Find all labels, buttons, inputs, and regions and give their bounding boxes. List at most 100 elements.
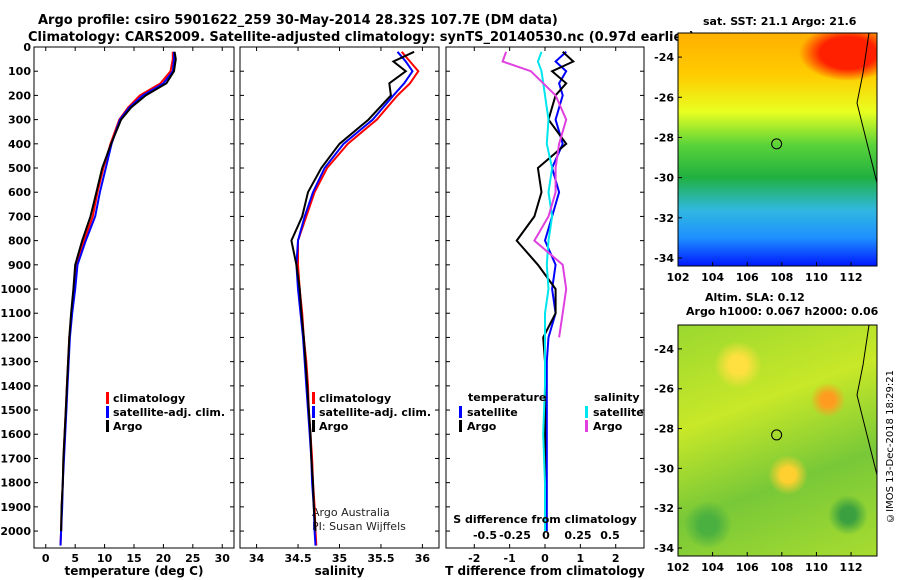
- y-tick-label: 400: [8, 138, 31, 151]
- legend-label: climatology: [113, 392, 185, 405]
- series-satellite-adj-clim-: [295, 51, 414, 546]
- y-tick-label: 1800: [0, 477, 31, 490]
- top-axis-label: S difference from climatology: [453, 513, 637, 526]
- legend-swatch: [312, 392, 315, 404]
- map-y-tick-label: -28: [654, 131, 674, 144]
- legend-label: climatology: [319, 392, 391, 405]
- argo-position-marker: [771, 429, 783, 441]
- y-tick-label: 100: [8, 65, 31, 78]
- x-tick-label: 20: [156, 552, 172, 565]
- plot-frame-salinity: [239, 46, 440, 549]
- sla-map-image: [678, 325, 877, 556]
- legend-swatch: [585, 406, 588, 418]
- series-t-argo: [515, 51, 576, 532]
- x-tick-label: 15: [126, 552, 141, 565]
- sst-map-image: [678, 33, 877, 266]
- map-x-tick-label: 102: [667, 271, 690, 284]
- map-x-tick-label: 112: [840, 561, 863, 574]
- legend-label: Argo: [113, 420, 143, 433]
- map-frame-sst-map: [677, 32, 878, 267]
- coastline: [856, 32, 878, 184]
- y-tick-label: 1100: [0, 307, 31, 320]
- map-x-tick-label: 108: [770, 561, 793, 574]
- map-x-tick-label: 106: [736, 271, 759, 284]
- y-tick-label: 1500: [0, 404, 31, 417]
- y-tick-label: 1300: [0, 356, 31, 369]
- y-tick-label: 1200: [0, 331, 31, 344]
- y-tick-label: 900: [8, 259, 31, 272]
- argo-credit: Argo Australia PI: Susan Wijffels: [312, 506, 406, 534]
- map-y-tick-label: -32: [654, 212, 674, 225]
- legend-label: satellite: [467, 406, 518, 419]
- y-tick-label: 700: [8, 210, 31, 223]
- sla-title-line-1: Altim. SLA: 0.12: [705, 291, 805, 304]
- legend-swatch: [106, 392, 109, 404]
- y-tick-label: 500: [8, 162, 31, 175]
- map-y-tick-label: -34: [654, 252, 674, 265]
- map-x-tick-label: 110: [805, 561, 828, 574]
- top-axis-tick-label: -0.5: [473, 529, 497, 542]
- series-t-satellite: [543, 51, 568, 532]
- x-tick-label: 0: [42, 552, 50, 565]
- x-tick-label: -2: [468, 552, 480, 565]
- legend-swatch: [459, 420, 462, 432]
- y-tick-label: 1700: [0, 452, 31, 465]
- x-tick-label: 34: [249, 552, 265, 565]
- series-argo: [60, 51, 177, 532]
- top-axis-tick-label: 0.25: [564, 529, 591, 542]
- title-line-1: Argo profile: csiro 5901622_259 30-May-2…: [38, 13, 558, 28]
- series-argo: [290, 50, 415, 532]
- map-y-tick-label: -34: [654, 542, 674, 555]
- x-tick-label: 34.5: [284, 552, 311, 565]
- coastline: [856, 324, 878, 476]
- sla-title-line-2: Argo h1000: 0.067 h2000: 0.06: [686, 305, 879, 318]
- argo-credit-line-2: PI: Susan Wijffels: [312, 520, 406, 533]
- y-tick-label: 300: [8, 114, 31, 127]
- x-tick-label: 2: [612, 552, 620, 565]
- x-axis-label: salinity: [315, 564, 365, 578]
- map-x-tick-label: 104: [701, 561, 724, 574]
- legend-swatch: [106, 420, 109, 432]
- series-climatology: [297, 51, 420, 546]
- x-tick-label: 1: [577, 552, 585, 565]
- legend-label: satellite: [593, 406, 644, 419]
- series-s-satellite: [536, 51, 554, 532]
- map-y-tick-label: -30: [654, 172, 674, 185]
- y-tick-label: 2000: [0, 525, 31, 538]
- map-y-tick-label: -30: [654, 462, 674, 475]
- map-y-tick-label: -26: [654, 91, 674, 104]
- x-tick-label: 36: [415, 552, 431, 565]
- legend-swatch: [312, 406, 315, 418]
- map-y-tick-label: -28: [654, 423, 674, 436]
- x-axis-label: T difference from climatology: [445, 564, 645, 578]
- map-y-tick-label: -32: [654, 502, 674, 515]
- legend-swatch: [459, 406, 462, 418]
- legend-label: Argo: [593, 420, 623, 433]
- legend-temperature-title: temperature: [468, 391, 546, 404]
- legend-label: Argo: [319, 420, 349, 433]
- sst-map-title: sat. SST: 21.1 Argo: 21.6: [703, 15, 857, 28]
- legend-label: satellite-adj. clim.: [113, 406, 225, 419]
- y-tick-label: 800: [8, 235, 31, 248]
- legend-label: satellite-adj. clim.: [319, 406, 431, 419]
- y-tick-label: 1000: [0, 283, 31, 296]
- y-tick-label: 1400: [0, 380, 31, 393]
- legend-label: Argo: [467, 420, 497, 433]
- sla-map-title: Altim. SLA: 0.12 Argo h1000: 0.067 h2000…: [686, 291, 878, 319]
- x-tick-label: 0: [541, 552, 549, 565]
- y-tick-label: 600: [8, 186, 31, 199]
- x-tick-label: 25: [185, 552, 200, 565]
- legend-swatch: [585, 420, 588, 432]
- series-satellite-adj-clim-: [59, 51, 175, 546]
- argo-position-marker: [771, 138, 783, 150]
- map-x-tick-label: 106: [736, 561, 759, 574]
- series-climatology: [59, 51, 174, 546]
- x-tick-label: 35: [332, 552, 347, 565]
- map-y-tick-label: -26: [654, 383, 674, 396]
- x-tick-label: 30: [215, 552, 231, 565]
- y-tick-label: 200: [8, 89, 31, 102]
- y-tick-label: 1600: [0, 428, 31, 441]
- legend-swatch: [312, 420, 315, 432]
- x-tick-label: -1: [504, 552, 516, 565]
